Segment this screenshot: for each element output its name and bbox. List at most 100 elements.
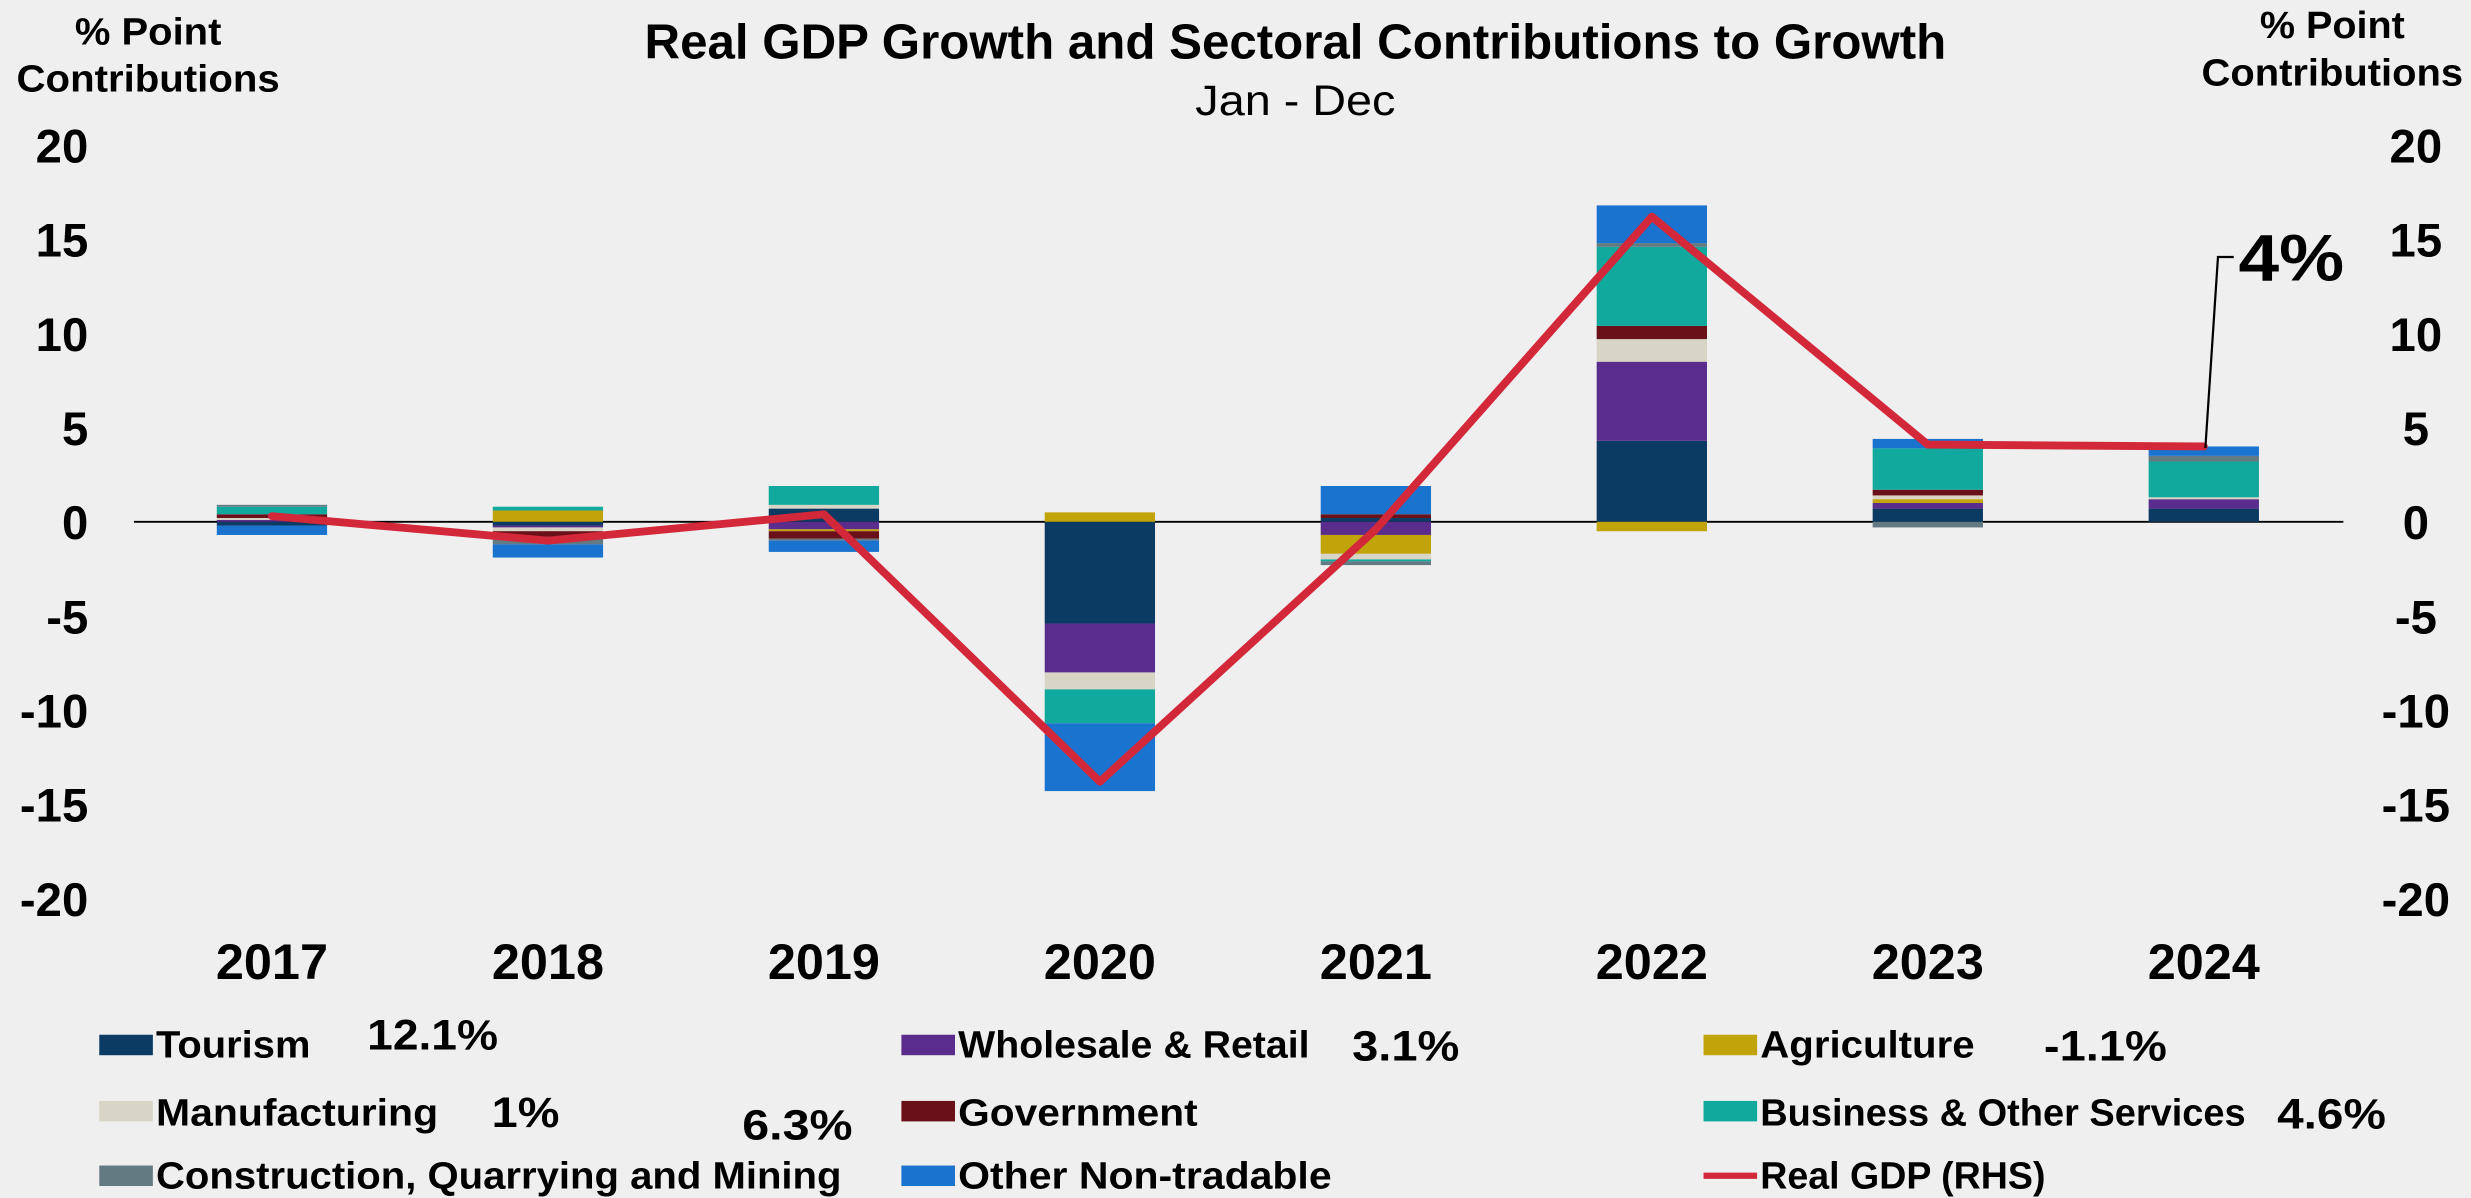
bar-wholesale-retail-2020: [1044, 623, 1156, 673]
legend-label: Manufacturing: [156, 1092, 438, 1134]
bar-government-2023: [1872, 489, 1983, 496]
legend-item-wholesale-retail: Wholesale & Retail 3.1%: [901, 1023, 1459, 1071]
x-tick-label: 2024: [2148, 933, 2260, 990]
bar-construction-quarrying-and-mining-2023: [1872, 521, 1983, 528]
x-axis: 2017 2018 2019 2020 2021 2022 2023 2024: [216, 933, 2260, 990]
bar-agriculture-2018: [492, 510, 604, 522]
bar-agriculture-2023: [1872, 499, 1983, 503]
chart-subtitle: Jan - Dec: [1195, 77, 1395, 125]
bar-manufacturing-2021: [1320, 553, 1432, 560]
callout-leader-line: [2204, 255, 2234, 449]
bar-agriculture-2020: [1044, 512, 1156, 522]
legend-label: Wholesale & Retail: [958, 1025, 1309, 1067]
y-tick-label-left: -20: [20, 874, 88, 927]
bar-business-other-services-2017: [216, 506, 328, 515]
bar-agriculture-2021: [1320, 534, 1432, 554]
bar-business-other-services-2023: [1872, 448, 1983, 490]
bar-business-other-services-2018: [492, 506, 604, 511]
legend-item-manufacturing: Manufacturing 1%: [99, 1089, 559, 1137]
growth-rate-label: 6.3%: [742, 1102, 852, 1150]
bar-government-2018: [492, 531, 604, 537]
y-tick-label-right: 15: [2390, 215, 2443, 268]
real-gdp-line: [268, 212, 2208, 786]
y-tick-label-left: -15: [20, 780, 88, 833]
y-tick-label-left: -10: [20, 685, 88, 738]
legend-item-government: Government: [901, 1092, 1198, 1134]
legend-label: Construction, Quarrying and Mining: [156, 1155, 842, 1197]
legend-item-business-other-services: Business & Other Services 4.6%: [1703, 1091, 2386, 1139]
bar-agriculture-2022: [1596, 521, 1707, 532]
legend-swatch: [1703, 1034, 1758, 1056]
legend-label: Business & Other Services: [1760, 1092, 2245, 1134]
bar-agriculture-2019: [768, 529, 880, 532]
y-tick-label-left: 15: [36, 215, 89, 268]
bar-manufacturing-2024: [2148, 497, 2259, 500]
legend-swatch: [901, 1034, 955, 1056]
x-tick-label: 2018: [492, 933, 604, 990]
bar-tourism-2018: [492, 521, 604, 526]
bar-business-other-services-2024: [2148, 461, 2259, 498]
y-tick-label-right: -15: [2382, 780, 2450, 833]
bar-other-non-tradable-2019: [768, 540, 880, 552]
y-axis-title-right-line-1: % Point: [2260, 5, 2405, 47]
legend-item-other-non-tradable: Other Non-tradable: [901, 1155, 1332, 1197]
bar-other-non-tradable-2018: [492, 544, 604, 558]
bar-other-non-tradable-2024: [2148, 446, 2259, 456]
bar-tourism-2024: [2148, 508, 2259, 522]
growth-rate-label: 12.1%: [367, 1012, 498, 1060]
y-axis-right: 20 15 10 5 0 -5 -10 -15 -20: [2382, 120, 2450, 926]
legend-item-agriculture: Agriculture -1.1%: [1703, 1023, 2167, 1071]
legend-item-real-gdp-rhs: Real GDP (RHS): [1703, 1155, 2046, 1197]
legend-swatch: [99, 1100, 153, 1122]
legend-item-tourism: Tourism 12.1%: [99, 1012, 498, 1067]
y-axis-title-left-line-1: % Point: [75, 11, 222, 53]
growth-rate-label: 3.1%: [1352, 1023, 1459, 1071]
bar-wholesale-retail-2023: [1872, 502, 1983, 509]
y-tick-label-right: 10: [2390, 309, 2443, 362]
legend-swatch: [901, 1100, 955, 1122]
bar-other-non-tradable-2022: [1596, 205, 1707, 244]
legend-swatch: [1703, 1100, 1758, 1122]
stacked-bars: [216, 205, 2259, 792]
x-tick-label: 2017: [216, 933, 328, 990]
bar-tourism-2023: [1872, 508, 1983, 522]
legend-label: Tourism: [156, 1025, 310, 1067]
legend: Tourism 12.1% Wholesale & Retail 3.1% Agricu…: [99, 1012, 2386, 1197]
y-tick-label-right: -10: [2382, 685, 2450, 738]
bar-wholesale-retail-2019: [768, 521, 880, 530]
bar-wholesale-retail-2024: [2148, 499, 2259, 509]
bar-wholesale-retail-2017: [216, 519, 328, 522]
legend-item-construction-quarrying-and-mining: Construction, Quarrying and Mining 6.3%: [99, 1102, 853, 1197]
y-tick-label-left: -5: [46, 591, 88, 644]
y-tick-label-left: 5: [62, 403, 88, 456]
bar-tourism-2020: [1044, 521, 1156, 624]
bar-wholesale-retail-2018: [492, 525, 604, 528]
latest-value-callout: 4%: [2204, 222, 2344, 449]
x-tick-label: 2019: [768, 933, 880, 990]
bar-government-2021: [1320, 514, 1432, 519]
bar-manufacturing-2019: [768, 504, 880, 509]
growth-rate-label: -1.1%: [2044, 1023, 2167, 1071]
legend-label: Other Non-tradable: [958, 1155, 1331, 1197]
x-tick-label: 2021: [1320, 933, 1432, 990]
bar-tourism-2017: [216, 521, 328, 526]
bar-business-other-services-2019: [768, 486, 880, 505]
bar-manufacturing-2023: [1872, 495, 1983, 500]
legend-label: Agriculture: [1760, 1025, 1974, 1067]
bar-construction-quarrying-and-mining-2022: [1596, 243, 1707, 247]
real-gdp-series: [268, 212, 2208, 786]
callout-label: 4%: [2238, 222, 2344, 296]
legend-swatch: [99, 1165, 153, 1187]
x-tick-label: 2022: [1596, 933, 1708, 990]
bar-business-other-services-2021: [1320, 559, 1432, 562]
bar-construction-quarrying-and-mining-2019: [768, 538, 880, 541]
legend-label: Government: [958, 1092, 1198, 1134]
growth-rate-label: 1%: [492, 1089, 560, 1137]
legend-swatch: [99, 1034, 153, 1056]
y-axis-title-right-line-2: Contributions: [2202, 52, 2464, 94]
bar-wholesale-retail-2022: [1596, 361, 1707, 441]
y-axis-title-left-line-2: Contributions: [17, 59, 280, 101]
bar-government-2019: [768, 531, 880, 539]
y-tick-label-left: 0: [62, 497, 88, 550]
